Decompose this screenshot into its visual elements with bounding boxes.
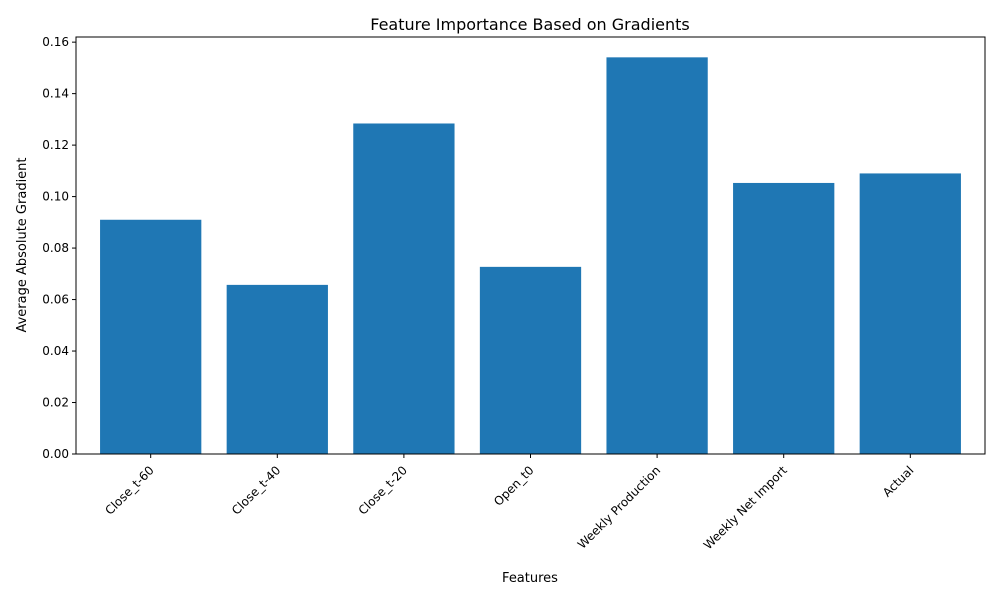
y-axis-label: Average Absolute Gradient [15,157,30,332]
x-tick-label: Close_t-60 [102,463,156,517]
y-tick-label: 0.02 [42,396,69,410]
bar-3 [353,123,455,455]
bar-1 [100,219,202,454]
x-tick-label: Close_t-20 [356,463,410,517]
bar-7 [859,173,961,454]
y-tick-label: 0.12 [42,138,69,152]
bar-6 [733,182,835,454]
y-tick-label: 0.10 [42,190,69,204]
axes-frame [75,36,986,455]
chart-title: Feature Importance Based on Gradients [370,15,690,34]
x-axis-label: Features [502,571,558,586]
x-tick-label: Open_t0 [491,463,537,509]
plot-area: 0.00 0.02 0.04 0.06 0.08 0.10 0.12 0.14 0.16 Clos… [42,35,986,552]
x-tick-label: Close_t-40 [229,463,283,517]
bar-4 [479,266,582,454]
y-tick-label: 0.06 [42,293,69,307]
y-tick-label: 0.04 [42,344,69,358]
x-tick-label: Actual [880,463,916,499]
y-tick-label: 0.14 [42,87,69,101]
bar-2 [226,284,328,454]
y-tick-label: 0.16 [42,35,69,49]
x-tick-label: Weekly Production [575,463,663,551]
x-tick-label: Weekly Net Import [701,463,790,552]
bar-5 [606,57,708,455]
y-tick-label: 0.00 [42,447,69,461]
y-tick-label: 0.08 [42,241,69,255]
